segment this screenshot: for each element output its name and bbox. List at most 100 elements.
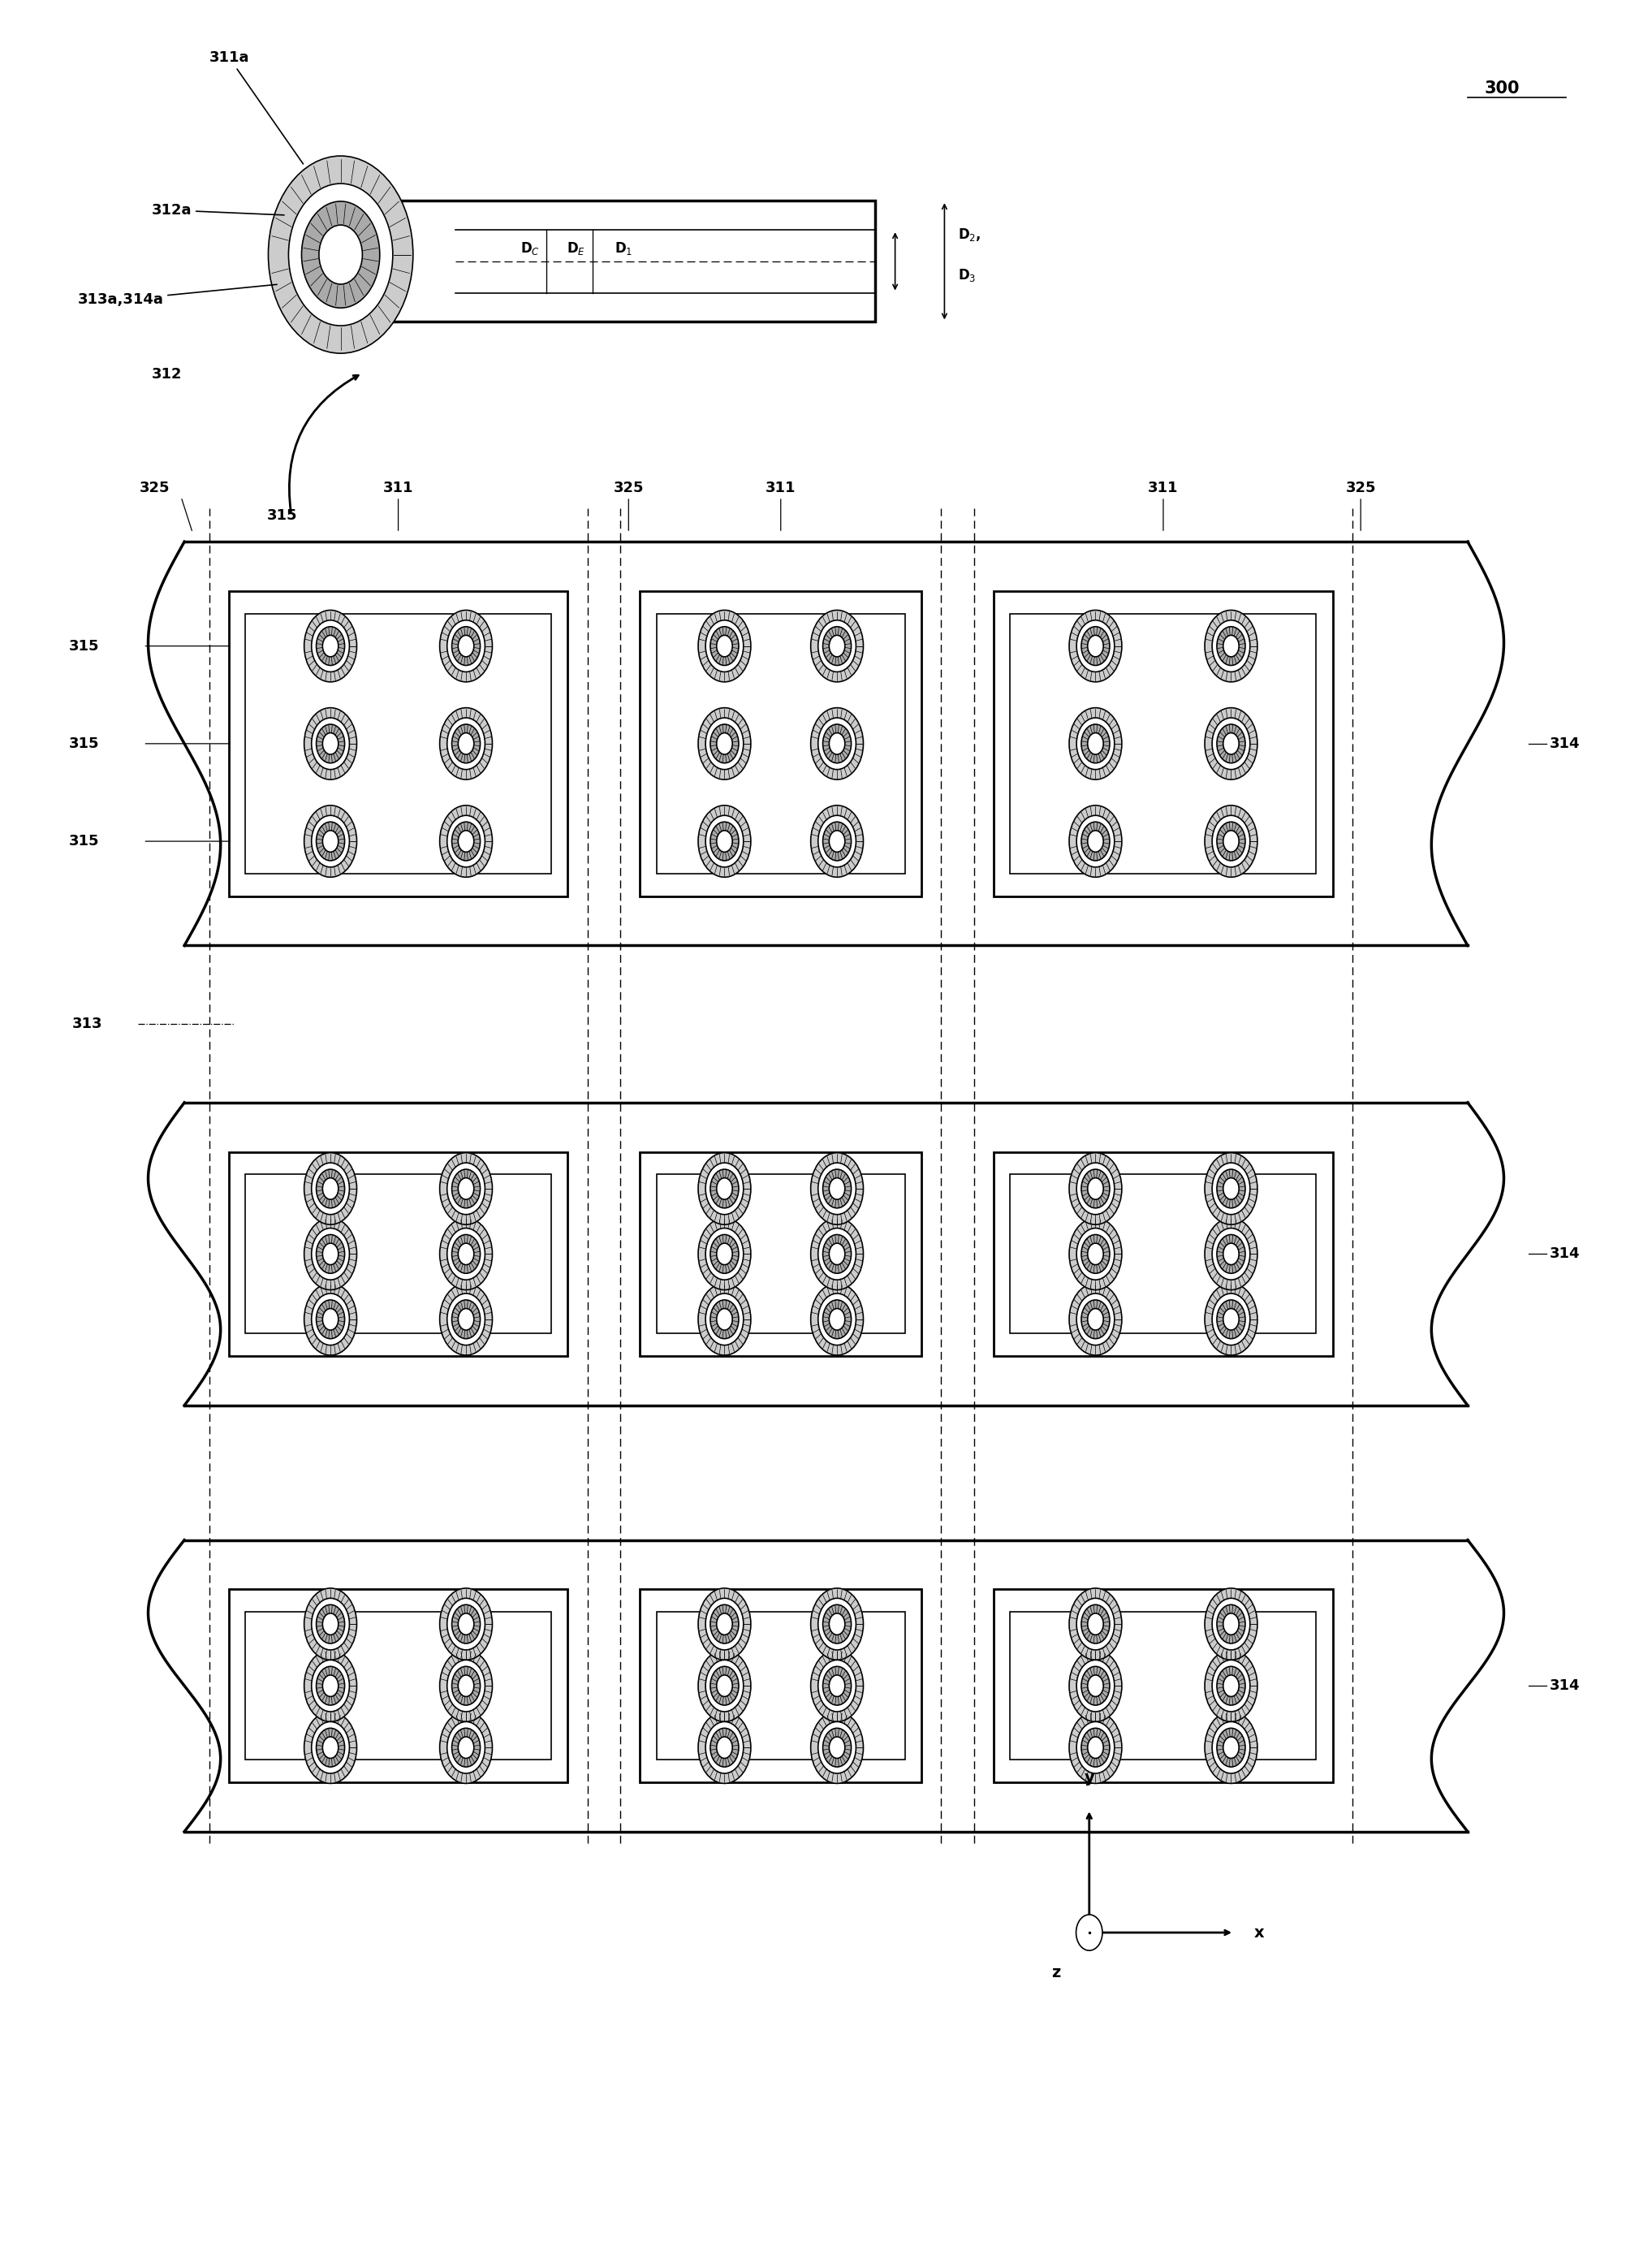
Text: 313a,314a: 313a,314a — [78, 284, 278, 308]
Circle shape — [451, 1170, 481, 1208]
Circle shape — [448, 621, 486, 673]
Circle shape — [710, 1170, 738, 1208]
Text: 315: 315 — [266, 508, 297, 522]
Circle shape — [811, 709, 864, 778]
Circle shape — [1204, 806, 1257, 878]
Circle shape — [823, 1300, 851, 1339]
Text: D$_C$: D$_C$ — [520, 241, 540, 256]
Bar — [995, 592, 1333, 896]
Circle shape — [829, 1179, 844, 1199]
Circle shape — [705, 1229, 743, 1280]
Bar — [656, 1611, 905, 1760]
Circle shape — [710, 628, 738, 666]
Circle shape — [1077, 621, 1115, 673]
Text: 325: 325 — [1345, 482, 1376, 495]
Circle shape — [439, 806, 492, 878]
Circle shape — [1077, 1661, 1115, 1712]
Circle shape — [458, 1179, 474, 1199]
Bar — [228, 1152, 568, 1357]
Circle shape — [312, 814, 350, 866]
Circle shape — [322, 830, 339, 853]
Circle shape — [811, 1588, 864, 1660]
Text: 312a: 312a — [152, 202, 284, 218]
Circle shape — [268, 155, 413, 353]
Circle shape — [1077, 1598, 1115, 1649]
Text: 315: 315 — [69, 639, 99, 652]
Circle shape — [1222, 1613, 1239, 1636]
Circle shape — [304, 1217, 357, 1289]
Circle shape — [1204, 1712, 1257, 1784]
Circle shape — [705, 718, 743, 770]
Circle shape — [1082, 1667, 1110, 1706]
Circle shape — [818, 621, 856, 673]
Text: y: y — [1084, 1771, 1094, 1786]
Circle shape — [1213, 621, 1251, 673]
Bar — [639, 592, 922, 896]
Circle shape — [1218, 628, 1246, 666]
Circle shape — [1218, 1170, 1246, 1208]
Bar — [390, 200, 876, 322]
Circle shape — [823, 821, 851, 862]
Circle shape — [1222, 1674, 1239, 1696]
Circle shape — [448, 1163, 486, 1215]
Circle shape — [316, 1728, 345, 1766]
Circle shape — [1204, 610, 1257, 682]
Circle shape — [829, 1737, 844, 1757]
Text: 311: 311 — [383, 482, 413, 495]
Circle shape — [811, 1649, 864, 1721]
Circle shape — [448, 1294, 486, 1346]
Circle shape — [818, 1163, 856, 1215]
Circle shape — [811, 806, 864, 878]
Circle shape — [322, 1674, 339, 1696]
Circle shape — [1213, 1229, 1251, 1280]
Circle shape — [316, 1604, 345, 1642]
Circle shape — [316, 1235, 345, 1274]
Circle shape — [316, 821, 345, 862]
Circle shape — [699, 1588, 750, 1660]
Circle shape — [439, 610, 492, 682]
Circle shape — [1082, 628, 1110, 666]
Circle shape — [322, 1310, 339, 1330]
Bar — [639, 1152, 922, 1357]
Bar — [1011, 614, 1317, 873]
Circle shape — [1222, 634, 1239, 657]
Circle shape — [1222, 734, 1239, 754]
Circle shape — [316, 628, 345, 666]
Circle shape — [1087, 734, 1104, 754]
Circle shape — [439, 1152, 492, 1224]
Circle shape — [448, 814, 486, 866]
Circle shape — [1204, 709, 1257, 778]
Bar — [995, 1152, 1333, 1357]
Circle shape — [1069, 1282, 1122, 1354]
Circle shape — [699, 610, 750, 682]
Bar — [228, 1588, 568, 1782]
Circle shape — [1218, 725, 1246, 763]
Circle shape — [304, 610, 357, 682]
Circle shape — [1077, 1294, 1115, 1346]
Circle shape — [312, 1661, 350, 1712]
Circle shape — [1082, 1604, 1110, 1642]
Circle shape — [1087, 1244, 1104, 1265]
Circle shape — [699, 1282, 750, 1354]
Circle shape — [322, 1737, 339, 1757]
Circle shape — [1204, 1649, 1257, 1721]
Circle shape — [705, 1598, 743, 1649]
Circle shape — [699, 709, 750, 778]
Circle shape — [1077, 718, 1115, 770]
Bar — [995, 1588, 1333, 1782]
Circle shape — [322, 1244, 339, 1265]
Circle shape — [316, 1170, 345, 1208]
Circle shape — [322, 734, 339, 754]
Circle shape — [717, 1737, 732, 1757]
Circle shape — [818, 1598, 856, 1649]
Circle shape — [451, 1667, 481, 1706]
Circle shape — [458, 634, 474, 657]
Circle shape — [451, 1235, 481, 1274]
Text: D$_1$: D$_1$ — [615, 241, 633, 256]
Circle shape — [439, 709, 492, 778]
Circle shape — [717, 1613, 732, 1636]
Circle shape — [302, 200, 380, 308]
Circle shape — [451, 1604, 481, 1642]
Text: 314: 314 — [1550, 1679, 1581, 1692]
Circle shape — [1082, 725, 1110, 763]
